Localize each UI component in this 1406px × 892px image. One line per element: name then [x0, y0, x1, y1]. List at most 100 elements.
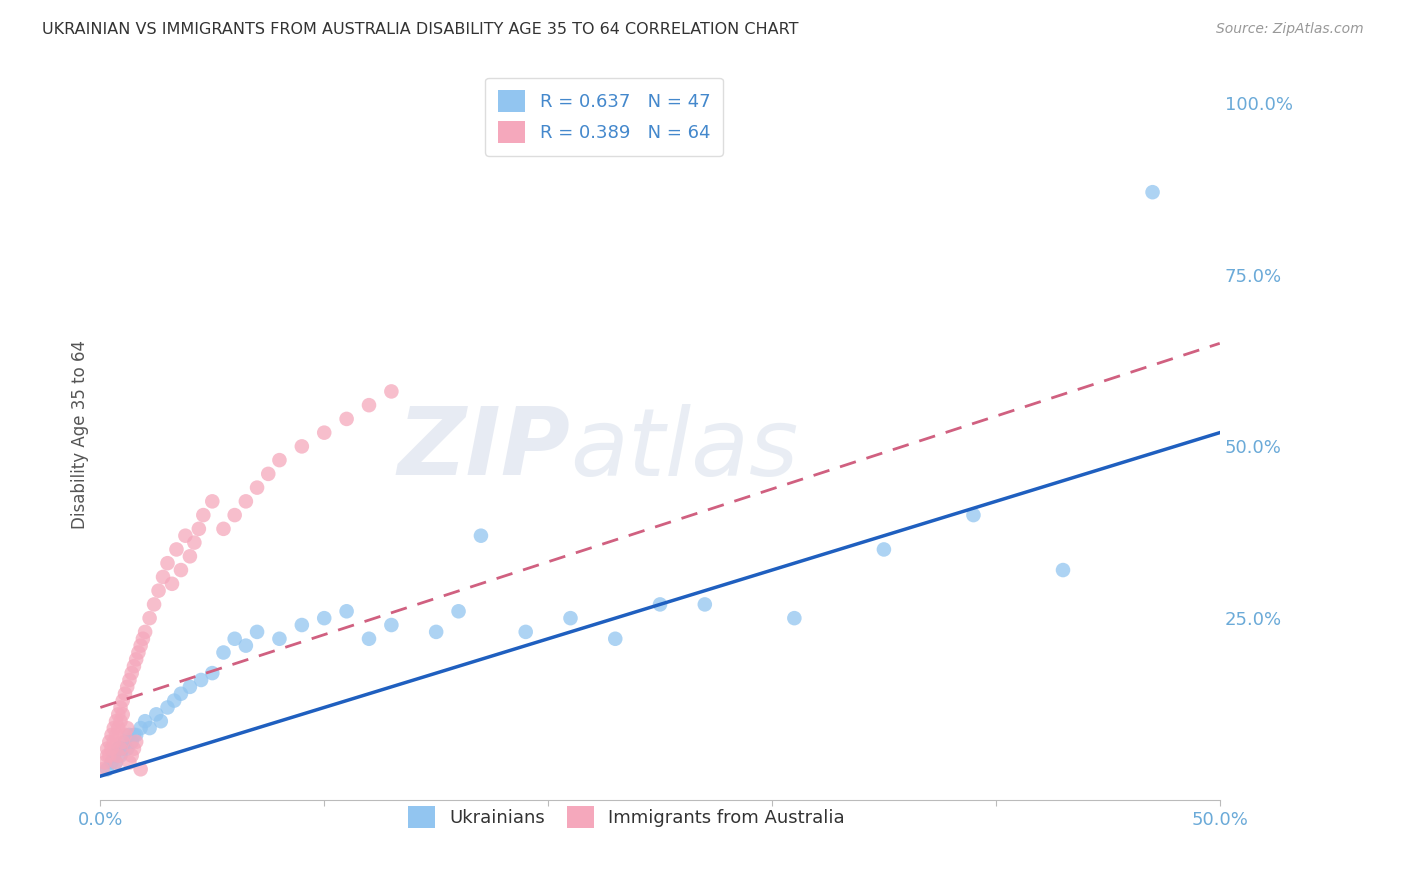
Point [470, 529, 492, 543]
Point [170, 687, 193, 701]
Point [193, 508, 215, 522]
Point [96, 741, 118, 756]
Point [100, 756, 122, 770]
Point [873, 542, 896, 557]
Point [110, 741, 132, 756]
Point [107, 741, 129, 756]
Point [201, 666, 224, 681]
Point [111, 735, 134, 749]
Text: UKRAINIAN VS IMMIGRANTS FROM AUSTRALIA DISABILITY AGE 35 TO 64 CORRELATION CHART: UKRAINIAN VS IMMIGRANTS FROM AUSTRALIA D… [42, 22, 799, 37]
Point [110, 714, 132, 729]
Point [114, 728, 136, 742]
Point [190, 673, 212, 687]
Text: atlas: atlas [571, 403, 799, 494]
Point [111, 707, 134, 722]
Point [560, 611, 582, 625]
Point [129, 721, 152, 735]
Point [357, 398, 380, 412]
Point [156, 700, 179, 714]
Point [100, 741, 122, 756]
Point [783, 611, 806, 625]
Point [132, 632, 155, 646]
Point [179, 680, 201, 694]
Point [110, 700, 132, 714]
Point [105, 756, 128, 770]
Point [291, 618, 314, 632]
Point [98, 735, 121, 749]
Point [98, 748, 121, 763]
Point [693, 598, 716, 612]
Point [115, 721, 138, 735]
Point [148, 583, 170, 598]
Point [648, 598, 671, 612]
Point [314, 425, 336, 440]
Point [103, 721, 125, 735]
Point [314, 611, 336, 625]
Point [143, 598, 166, 612]
Point [269, 632, 291, 646]
Point [515, 624, 537, 639]
Point [121, 735, 143, 749]
Point [138, 611, 160, 625]
Point [105, 756, 128, 770]
Point [246, 624, 269, 639]
Point [114, 687, 136, 701]
Point [134, 624, 156, 639]
Point [152, 570, 174, 584]
Text: ZIP: ZIP [398, 403, 571, 495]
Point [122, 728, 145, 742]
Point [118, 728, 141, 742]
Point [235, 639, 257, 653]
Point [163, 693, 186, 707]
Point [291, 439, 314, 453]
Point [107, 707, 129, 722]
Point [129, 639, 152, 653]
Point [380, 618, 402, 632]
Point [125, 735, 148, 749]
Point [114, 735, 136, 749]
Point [166, 542, 188, 557]
Point [122, 741, 145, 756]
Point [187, 522, 209, 536]
Point [105, 728, 128, 742]
Point [103, 735, 125, 749]
Point [115, 680, 138, 694]
Point [160, 576, 183, 591]
Point [269, 453, 291, 467]
Point [94, 756, 117, 770]
Point [605, 632, 627, 646]
Point [107, 721, 129, 735]
Point [127, 646, 149, 660]
Point [96, 762, 118, 776]
Point [111, 741, 134, 756]
Point [235, 494, 257, 508]
Point [224, 508, 246, 522]
Point [110, 748, 132, 763]
Point [336, 604, 359, 618]
Point [115, 741, 138, 756]
Point [118, 756, 141, 770]
Point [212, 646, 235, 660]
Point [156, 556, 179, 570]
Point [357, 632, 380, 646]
Point [183, 535, 205, 549]
Point [212, 522, 235, 536]
Point [224, 632, 246, 646]
Point [246, 481, 269, 495]
Point [170, 563, 193, 577]
Point [129, 762, 152, 776]
Point [179, 549, 201, 564]
Point [111, 693, 134, 707]
Point [201, 494, 224, 508]
Point [96, 748, 118, 763]
Point [138, 721, 160, 735]
Point [134, 714, 156, 729]
Point [122, 659, 145, 673]
Point [425, 624, 447, 639]
Point [962, 508, 984, 522]
Legend: Ukrainians, Immigrants from Australia: Ukrainians, Immigrants from Australia [401, 798, 852, 835]
Point [125, 728, 148, 742]
Point [447, 604, 470, 618]
Point [174, 529, 197, 543]
Point [257, 467, 280, 481]
